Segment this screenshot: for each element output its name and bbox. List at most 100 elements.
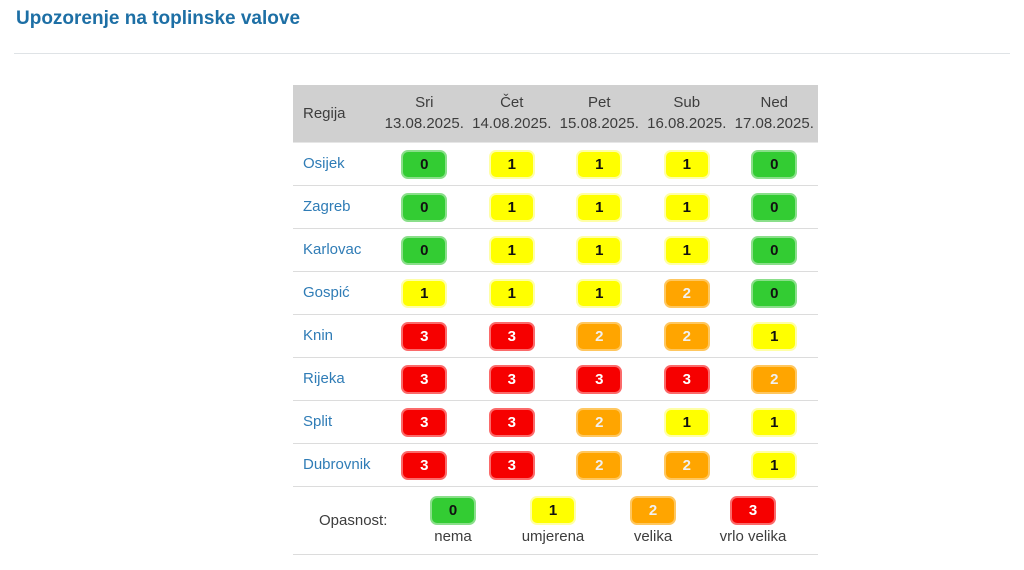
warning-level-badge: 0 bbox=[751, 149, 798, 179]
warning-cell: 0 bbox=[380, 142, 468, 186]
region-cell: Karlovac bbox=[293, 228, 381, 272]
legend-items: 0 nema 1 umjerena 2 velika bbox=[403, 495, 803, 546]
warning-cell: 3 bbox=[380, 314, 468, 358]
warning-level-badge: 3 bbox=[401, 364, 448, 394]
warning-cell: 1 bbox=[468, 185, 556, 229]
warning-level-badge: 1 bbox=[663, 407, 710, 437]
warning-cell: 1 bbox=[468, 142, 556, 186]
warning-cell: 0 bbox=[730, 228, 818, 272]
legend-item-label: nema bbox=[434, 527, 472, 545]
heat-warning-table: Regija Sri 13.08.2025. Čet 14.08.2025. P… bbox=[293, 85, 818, 555]
warning-level-badge: 2 bbox=[576, 450, 623, 480]
warning-cell: 1 bbox=[643, 400, 731, 444]
warning-cell: 1 bbox=[555, 185, 643, 229]
warning-cell: 0 bbox=[730, 142, 818, 186]
warning-level-badge: 2 bbox=[576, 321, 623, 351]
region-link-dubrovnik[interactable]: Dubrovnik bbox=[303, 456, 371, 473]
warning-level-badge: 1 bbox=[751, 407, 798, 437]
warning-level-badge: 2 bbox=[663, 321, 710, 351]
warning-cell: 3 bbox=[380, 357, 468, 401]
warning-level-badge: 1 bbox=[576, 235, 623, 265]
warning-level-badge: 3 bbox=[401, 407, 448, 437]
legend-item-velika: 2 velika bbox=[603, 495, 703, 546]
warning-level-badge: 3 bbox=[401, 321, 448, 351]
day-date: 15.08.2025. bbox=[559, 114, 639, 132]
warning-level-badge: 2 bbox=[751, 364, 798, 394]
warning-level-badge: 3 bbox=[576, 364, 623, 394]
warning-cell: 1 bbox=[380, 271, 468, 315]
region-cell: Gospić bbox=[293, 271, 381, 315]
page-title: Upozorenje na toplinske valove bbox=[16, 8, 301, 29]
day-name: Čet bbox=[500, 94, 524, 112]
warning-cell: 1 bbox=[643, 228, 731, 272]
title-divider bbox=[14, 53, 1010, 54]
table-row-osijek: Osijek 0 1 1 1 0 bbox=[293, 142, 818, 186]
warning-cell: 1 bbox=[643, 142, 731, 186]
warning-cell: 0 bbox=[730, 271, 818, 315]
legend-row: Opasnost: 0 nema 1 umjerena 2 bbox=[293, 486, 818, 555]
legend-cell: Opasnost: 0 nema 1 umjerena 2 bbox=[293, 486, 818, 555]
legend-label: Opasnost: bbox=[319, 512, 388, 529]
warning-cell: 3 bbox=[468, 357, 556, 401]
warning-level-badge: 1 bbox=[576, 192, 623, 222]
region-link-zagreb[interactable]: Zagreb bbox=[303, 198, 351, 215]
warning-cell: 1 bbox=[730, 314, 818, 358]
region-link-karlovac[interactable]: Karlovac bbox=[303, 241, 362, 258]
legend-item-vrlo-velika: 3 vrlo velika bbox=[703, 495, 803, 546]
warning-cell: 1 bbox=[468, 228, 556, 272]
warning-level-badge: 0 bbox=[751, 192, 798, 222]
region-cell: Knin bbox=[293, 314, 381, 358]
table-header: Regija Sri 13.08.2025. Čet 14.08.2025. P… bbox=[293, 85, 818, 143]
legend-item-label: umjerena bbox=[521, 527, 585, 545]
warning-cell: 2 bbox=[555, 443, 643, 487]
legend-badge-1: 1 bbox=[530, 495, 576, 525]
warning-cell: 0 bbox=[730, 185, 818, 229]
legend-badge-2: 2 bbox=[630, 495, 676, 525]
warning-cell: 1 bbox=[468, 271, 556, 315]
warning-level-badge: 1 bbox=[576, 149, 623, 179]
warning-level-badge: 3 bbox=[488, 407, 535, 437]
region-link-split[interactable]: Split bbox=[303, 413, 333, 430]
warning-level-badge: 0 bbox=[751, 235, 798, 265]
warning-cell: 2 bbox=[643, 443, 731, 487]
warning-cell: 0 bbox=[380, 185, 468, 229]
warning-cell: 2 bbox=[555, 314, 643, 358]
warning-cell: 1 bbox=[730, 443, 818, 487]
warning-level-badge: 3 bbox=[488, 364, 535, 394]
table-row-gospic: Gospić 1 1 1 2 0 bbox=[293, 271, 818, 315]
region-cell: Rijeka bbox=[293, 357, 381, 401]
table-row-rijeka: Rijeka 3 3 3 3 2 bbox=[293, 357, 818, 401]
warning-cell: 1 bbox=[555, 271, 643, 315]
warning-cell: 1 bbox=[555, 228, 643, 272]
warning-level-badge: 0 bbox=[401, 149, 448, 179]
warning-cell: 2 bbox=[555, 400, 643, 444]
table-row-dubrovnik: Dubrovnik 3 3 2 2 1 bbox=[293, 443, 818, 487]
warning-cell: 3 bbox=[468, 443, 556, 487]
warning-level-badge: 1 bbox=[488, 235, 535, 265]
warning-level-badge: 1 bbox=[576, 278, 623, 308]
warning-level-badge: 1 bbox=[663, 192, 710, 222]
region-link-osijek[interactable]: Osijek bbox=[303, 155, 345, 172]
warning-level-badge: 0 bbox=[401, 235, 448, 265]
column-header-region: Regija bbox=[293, 85, 381, 143]
legend-item-label: vrlo velika bbox=[719, 527, 787, 545]
legend-item-umjerena: 1 umjerena bbox=[503, 495, 603, 546]
region-cell: Osijek bbox=[293, 142, 381, 186]
day-date: 14.08.2025. bbox=[472, 114, 552, 132]
day-date: 13.08.2025. bbox=[384, 114, 464, 132]
warning-cell: 0 bbox=[380, 228, 468, 272]
table-row-split: Split 3 3 2 1 1 bbox=[293, 400, 818, 444]
legend-item-nema: 0 nema bbox=[403, 495, 503, 546]
warning-level-badge: 1 bbox=[488, 149, 535, 179]
region-link-rijeka[interactable]: Rijeka bbox=[303, 370, 345, 387]
warning-level-badge: 0 bbox=[751, 278, 798, 308]
region-link-gospic[interactable]: Gospić bbox=[303, 284, 350, 301]
warning-level-badge: 1 bbox=[401, 278, 448, 308]
legend: Opasnost: 0 nema 1 umjerena 2 bbox=[293, 495, 818, 546]
warning-level-badge: 3 bbox=[663, 364, 710, 394]
warning-level-badge: 2 bbox=[576, 407, 623, 437]
warning-level-badge: 1 bbox=[663, 149, 710, 179]
region-link-knin[interactable]: Knin bbox=[303, 327, 334, 344]
warning-level-badge: 1 bbox=[751, 321, 798, 351]
